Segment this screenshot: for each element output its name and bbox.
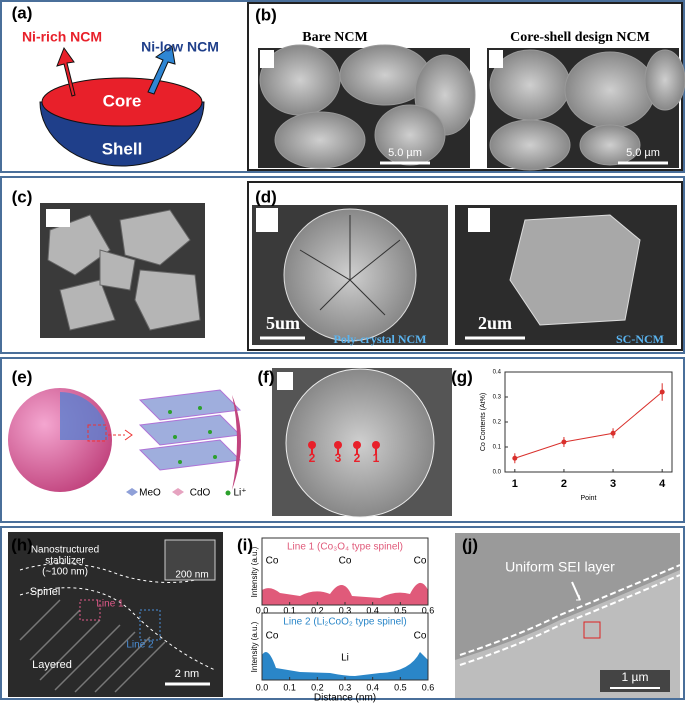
data-point — [561, 439, 567, 445]
x-tick-label: 0.4 — [366, 605, 379, 615]
arrow-red — [56, 46, 76, 97]
core — [41, 77, 203, 127]
label: stabilizer — [45, 556, 85, 567]
peak-label: Co — [339, 556, 352, 567]
label: Line 2 — [126, 640, 154, 651]
y-tick-label: 0.0 — [493, 470, 502, 476]
plot-frame — [504, 371, 673, 473]
peak-label: Co — [414, 631, 427, 642]
scale-bar: 2um — [478, 313, 512, 333]
caption: Core-shell design NCM — [510, 30, 650, 45]
x-tick-label: 0.3 — [339, 605, 352, 615]
peak-label: Co — [266, 556, 279, 567]
y-axis-label: Intensity (a.u.) — [250, 621, 259, 672]
data-point — [659, 389, 665, 395]
point-label: 2 — [309, 451, 316, 465]
scale-bar: 5um — [266, 313, 300, 333]
y-tick-label: 0.3 — [493, 395, 502, 401]
x-axis-label: Distance (nm) — [314, 693, 376, 704]
caption: SC-NCM — [616, 332, 664, 346]
x-tick-label: 0.4 — [366, 682, 379, 692]
panel-label: (i) — [237, 535, 253, 554]
label: 200 nm — [175, 570, 208, 581]
x-tick-label: 0.6 — [422, 605, 435, 615]
panel-label: (d) — [255, 187, 277, 206]
label: Ni-low NCM — [141, 39, 219, 55]
x-tick-label: 0.2 — [311, 682, 324, 692]
x-tick-label: 2 — [561, 478, 567, 490]
x-tick-label: 0.5 — [394, 682, 407, 692]
panel-label: (b) — [255, 5, 277, 24]
peak-label: Li — [341, 653, 349, 664]
label: Layered — [32, 659, 72, 671]
x-tick-label: 0.6 — [422, 682, 435, 692]
label: (~100 nm) — [42, 567, 88, 578]
lattice — [19, 599, 166, 693]
y-axis-label: Intensity (a.u.) — [250, 546, 259, 597]
single-crystal — [509, 214, 641, 326]
panel-label: (g) — [451, 367, 473, 386]
panel-label: (j) — [462, 535, 478, 554]
label: Shell — [102, 139, 143, 158]
label: 2 nm — [175, 668, 199, 680]
particles — [259, 44, 685, 171]
plot-title: Line 1 (Co₃O₄ type spinel) — [287, 542, 403, 553]
x-tick-label: 1 — [512, 478, 518, 490]
legend-entry: MeO — [139, 488, 161, 499]
x-axis-label: Point — [581, 495, 597, 502]
caption: Poly-crystal NCM — [334, 332, 427, 346]
x-tick-label: 0.0 — [256, 682, 269, 692]
y-tick-label: 0.1 — [493, 445, 502, 451]
plot-title: Line 2 (Li₂CoO₂ type spinel) — [283, 617, 406, 628]
x-tick-label: 0.2 — [311, 605, 324, 615]
label: Uniform SEI layer — [505, 559, 615, 575]
series-line — [514, 391, 663, 459]
label: 1 µm — [622, 670, 649, 684]
point-label: 1 — [373, 451, 380, 465]
panel-label: (e) — [12, 367, 33, 386]
y-tick-label: 0.4 — [493, 370, 502, 376]
panel-label: (c) — [12, 187, 33, 206]
peak-label: Co — [266, 631, 279, 642]
peak-label: Co — [414, 556, 427, 567]
panel-label: (a) — [12, 3, 33, 22]
point-label: 2 — [354, 451, 361, 465]
x-tick-label: 0.1 — [283, 682, 296, 692]
x-tick-label: 4 — [659, 478, 666, 490]
data-point — [512, 455, 518, 461]
data-point — [610, 430, 616, 436]
agglomerates — [47, 209, 201, 331]
legend-entry: CdO — [190, 488, 211, 499]
y-axis-label: Co Contents (At%) — [480, 393, 487, 451]
spectrum-2 — [262, 651, 428, 680]
scale-bar: 5.0 µm — [626, 147, 660, 159]
x-tick-label: 0.3 — [339, 682, 352, 692]
x-tick-label: 3 — [610, 478, 616, 490]
label: Core — [103, 91, 142, 110]
arrow-blue — [147, 45, 176, 95]
x-tick-label: 0.5 — [394, 605, 407, 615]
panel-label: (f) — [258, 367, 275, 386]
x-tick-label: 0.1 — [283, 605, 296, 615]
crystal-structure — [138, 389, 242, 471]
legend-entry: Li⁺ — [233, 488, 246, 499]
label: Line 1 — [96, 599, 124, 610]
x-tick-label: 0.0 — [256, 605, 269, 615]
label: Spinel — [30, 586, 61, 598]
point-label: 3 — [335, 451, 342, 465]
label: Nanostructured — [31, 545, 99, 556]
panel-label: (h) — [11, 535, 33, 554]
spectrum-1 — [262, 582, 428, 605]
scale-bar: 5.0 µm — [388, 147, 422, 159]
y-tick-label: 0.2 — [493, 420, 502, 426]
label: Ni-rich NCM — [22, 29, 102, 45]
caption: Bare NCM — [302, 30, 367, 45]
